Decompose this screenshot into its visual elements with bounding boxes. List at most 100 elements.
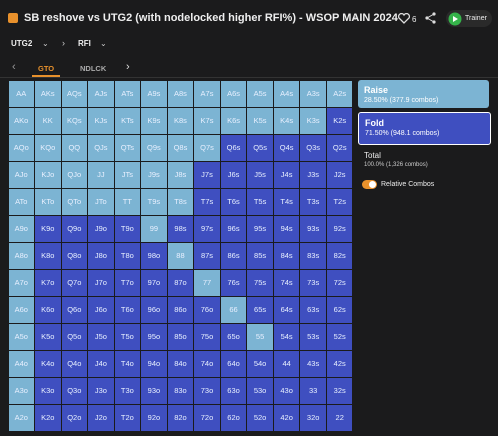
hand-cell[interactable]: T6o	[114, 296, 141, 323]
hand-cell[interactable]: A2s	[326, 80, 353, 107]
hand-cell[interactable]: 53s	[300, 323, 326, 350]
hand-cell[interactable]: A9s	[141, 80, 167, 107]
hand-cell[interactable]: 53o	[247, 377, 273, 404]
hand-cell[interactable]: 55	[247, 323, 273, 350]
hand-cell[interactable]: 42o	[273, 404, 300, 431]
hand-cell[interactable]: K8o	[35, 242, 61, 269]
hand-cell[interactable]: A7o	[8, 269, 34, 296]
hand-cell[interactable]: J8s	[167, 161, 194, 188]
hand-cell[interactable]: AA	[8, 80, 34, 107]
hand-cell[interactable]: 97o	[141, 269, 167, 296]
hand-cell[interactable]: Q9o	[61, 215, 88, 242]
hand-cell[interactable]: KK	[35, 107, 61, 134]
trainer-button[interactable]: Trainer	[446, 10, 492, 27]
hand-cell[interactable]: 87s	[194, 242, 220, 269]
hand-cell[interactable]: J2o	[88, 404, 114, 431]
hand-cell[interactable]: A6s	[220, 80, 247, 107]
hand-cell[interactable]: 52o	[247, 404, 273, 431]
hand-cell[interactable]: A7s	[194, 80, 220, 107]
hand-cell[interactable]: 54o	[247, 350, 273, 377]
share-icon[interactable]	[425, 12, 436, 24]
hand-cell[interactable]: 32s	[326, 377, 353, 404]
hand-cell[interactable]: 96o	[141, 296, 167, 323]
hand-cell[interactable]: J5s	[247, 161, 273, 188]
hand-cell[interactable]: ATo	[8, 188, 34, 215]
hand-cell[interactable]: 65s	[247, 296, 273, 323]
hand-cell[interactable]: J9s	[141, 161, 167, 188]
hand-cell[interactable]: A9o	[8, 215, 34, 242]
hand-cell[interactable]: K3o	[35, 377, 61, 404]
hand-cell[interactable]: T7o	[114, 269, 141, 296]
hand-cell[interactable]: J9o	[88, 215, 114, 242]
hand-cell[interactable]: 62s	[326, 296, 353, 323]
hand-cell[interactable]: K2o	[35, 404, 61, 431]
hand-cell[interactable]: K8s	[167, 107, 194, 134]
hand-cell[interactable]: J4o	[88, 350, 114, 377]
hand-cell[interactable]: 86o	[167, 296, 194, 323]
hand-cell[interactable]: AKo	[8, 107, 34, 134]
prev-arrow[interactable]: ‹	[12, 61, 16, 73]
hand-cell[interactable]: 84o	[167, 350, 194, 377]
hand-cell[interactable]: T9s	[141, 188, 167, 215]
hand-cell[interactable]: AQs	[61, 80, 88, 107]
hand-cell[interactable]: 94s	[273, 215, 300, 242]
hand-cell[interactable]: J7s	[194, 161, 220, 188]
hand-cell[interactable]: Q3s	[300, 134, 326, 161]
hand-cell[interactable]: J6o	[88, 296, 114, 323]
hand-cell[interactable]: T8o	[114, 242, 141, 269]
hand-cell[interactable]: K5s	[247, 107, 273, 134]
hand-cell[interactable]: QQ	[61, 134, 88, 161]
hand-cell[interactable]: KQo	[35, 134, 61, 161]
hand-cell[interactable]: QTo	[61, 188, 88, 215]
hand-cell[interactable]: 64s	[273, 296, 300, 323]
hand-cell[interactable]: 74o	[194, 350, 220, 377]
breadcrumb-position[interactable]: UTG2	[11, 39, 33, 48]
hand-cell[interactable]: QTs	[114, 134, 141, 161]
hand-cell[interactable]: 52s	[326, 323, 353, 350]
action-box[interactable]: Fold 71.50% (948.1 combos)	[358, 112, 491, 145]
hand-cell[interactable]: ATs	[114, 80, 141, 107]
hand-cell[interactable]: 93s	[300, 215, 326, 242]
hand-cell[interactable]: K7o	[35, 269, 61, 296]
hand-cell[interactable]: 43s	[300, 350, 326, 377]
hand-cell[interactable]: J6s	[220, 161, 247, 188]
hand-cell[interactable]: 62o	[220, 404, 247, 431]
hand-cell[interactable]: KTs	[114, 107, 141, 134]
hand-cell[interactable]: J3o	[88, 377, 114, 404]
hand-cell[interactable]: 64o	[220, 350, 247, 377]
hand-cell[interactable]: 86s	[220, 242, 247, 269]
hand-cell[interactable]: 98s	[167, 215, 194, 242]
hand-cell[interactable]: A3s	[300, 80, 326, 107]
hand-cell[interactable]: 72o	[194, 404, 220, 431]
hand-cell[interactable]: 75o	[194, 323, 220, 350]
hand-cell[interactable]: AKs	[35, 80, 61, 107]
hand-cell[interactable]: 99	[141, 215, 167, 242]
hand-cell[interactable]: 32o	[300, 404, 326, 431]
hand-cell[interactable]: J5o	[88, 323, 114, 350]
hand-cell[interactable]: T5o	[114, 323, 141, 350]
hand-cell[interactable]: JTs	[114, 161, 141, 188]
hand-cell[interactable]: 76o	[194, 296, 220, 323]
hand-cell[interactable]: TT	[114, 188, 141, 215]
hand-cell[interactable]: T4o	[114, 350, 141, 377]
hand-cell[interactable]: T4s	[273, 188, 300, 215]
hand-cell[interactable]: Q6o	[61, 296, 88, 323]
hand-cell[interactable]: JTo	[88, 188, 114, 215]
hand-cell[interactable]: Q3o	[61, 377, 88, 404]
hand-cell[interactable]: K3s	[300, 107, 326, 134]
hand-cell[interactable]: 96s	[220, 215, 247, 242]
hand-cell[interactable]: Q5s	[247, 134, 273, 161]
hand-cell[interactable]: JJ	[88, 161, 114, 188]
hand-cell[interactable]: 98o	[141, 242, 167, 269]
tab[interactable]: GTO	[38, 64, 55, 73]
hand-cell[interactable]: K9s	[141, 107, 167, 134]
hand-cell[interactable]: 82s	[326, 242, 353, 269]
hand-cell[interactable]: 76s	[220, 269, 247, 296]
hand-cell[interactable]: 63s	[300, 296, 326, 323]
hand-cell[interactable]: 94o	[141, 350, 167, 377]
hand-cell[interactable]: A4s	[273, 80, 300, 107]
action-box[interactable]: Raise 28.50% (377.9 combos)	[358, 80, 489, 108]
hand-cell[interactable]: A5s	[247, 80, 273, 107]
hand-cell[interactable]: Q8o	[61, 242, 88, 269]
hand-cell[interactable]: A5o	[8, 323, 34, 350]
